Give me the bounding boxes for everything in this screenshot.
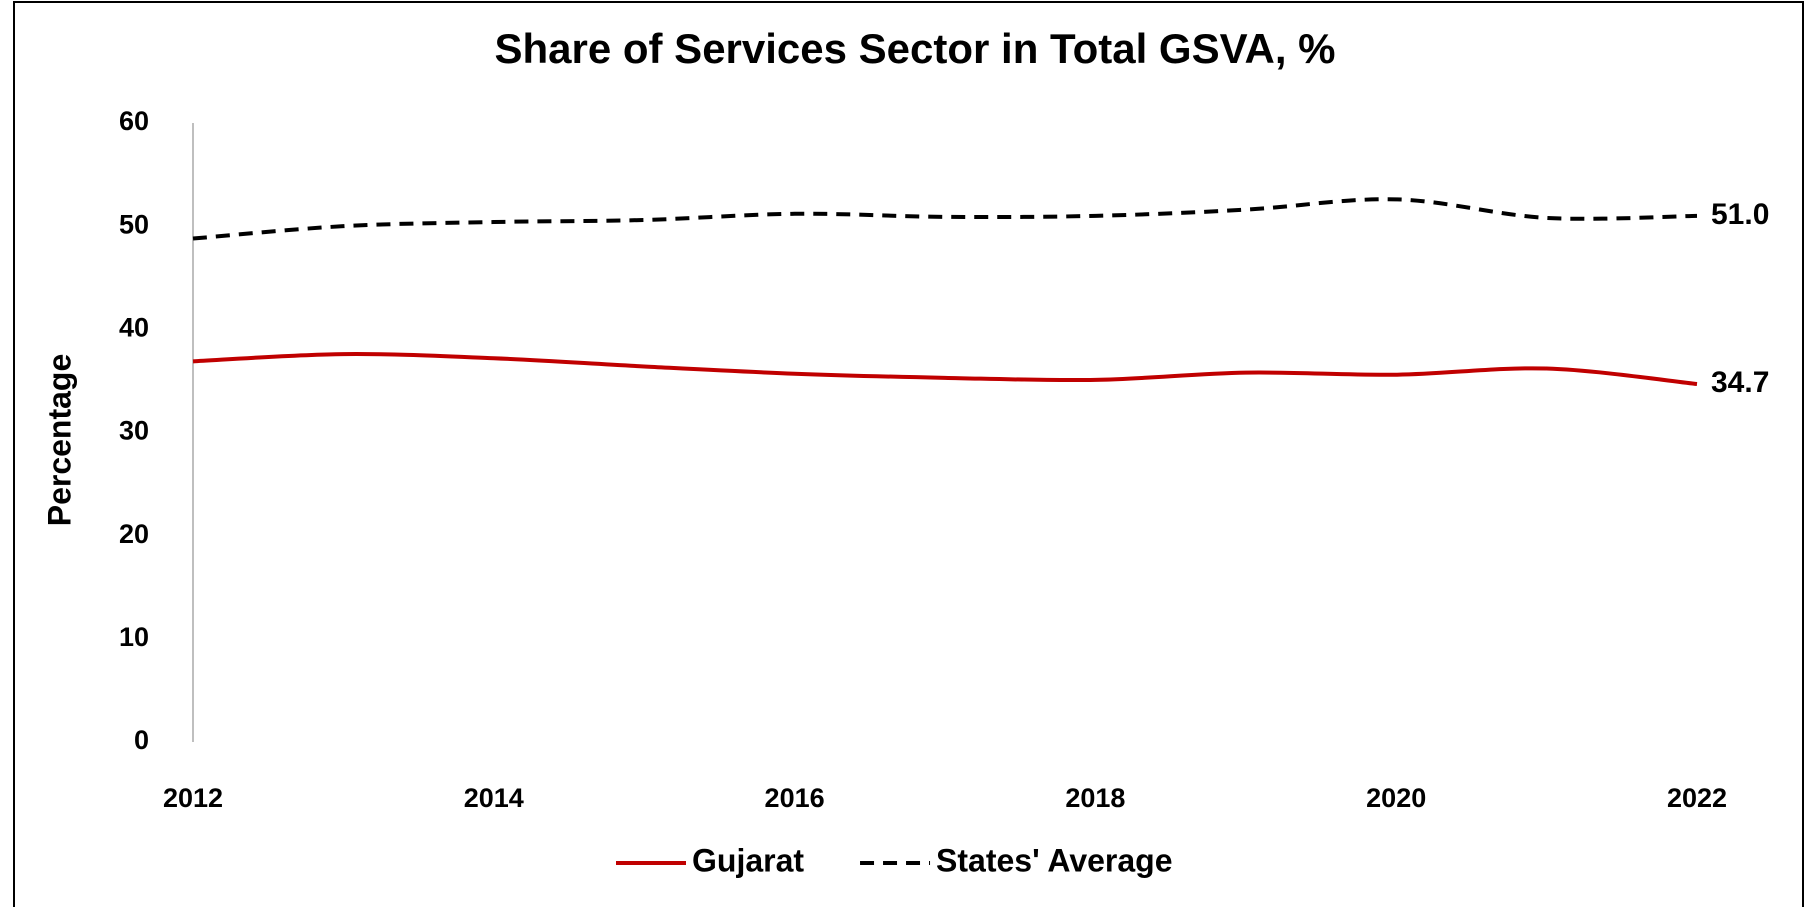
y-tick-label: 40 [119, 312, 149, 342]
chart-title: Share of Services Sector in Total GSVA, … [494, 25, 1335, 72]
x-tick-label: 2014 [464, 783, 524, 813]
series-line [192, 197, 1698, 241]
x-tick-label: 2016 [765, 783, 825, 813]
data-label: 34.7 [1711, 366, 1769, 399]
legend-label: Gujarat [692, 842, 804, 878]
legend-label: States' Average [936, 842, 1172, 878]
chart-frame [13, 1, 1804, 907]
x-tick-label: 2012 [163, 783, 223, 813]
data-label: 51.0 [1711, 198, 1769, 231]
y-tick-label: 0 [134, 725, 149, 755]
y-axis-label: Percentage [41, 354, 77, 527]
y-tick-label: 60 [119, 106, 149, 136]
x-tick-label: 2018 [1065, 783, 1125, 813]
x-tick-label: 2020 [1366, 783, 1426, 813]
y-tick-label: 50 [119, 209, 149, 239]
y-tick-label: 10 [119, 622, 149, 652]
y-tick-label: 30 [119, 416, 149, 446]
y-tick-label: 20 [119, 519, 149, 549]
x-tick-label: 2022 [1667, 783, 1727, 813]
series-line [192, 352, 1698, 387]
